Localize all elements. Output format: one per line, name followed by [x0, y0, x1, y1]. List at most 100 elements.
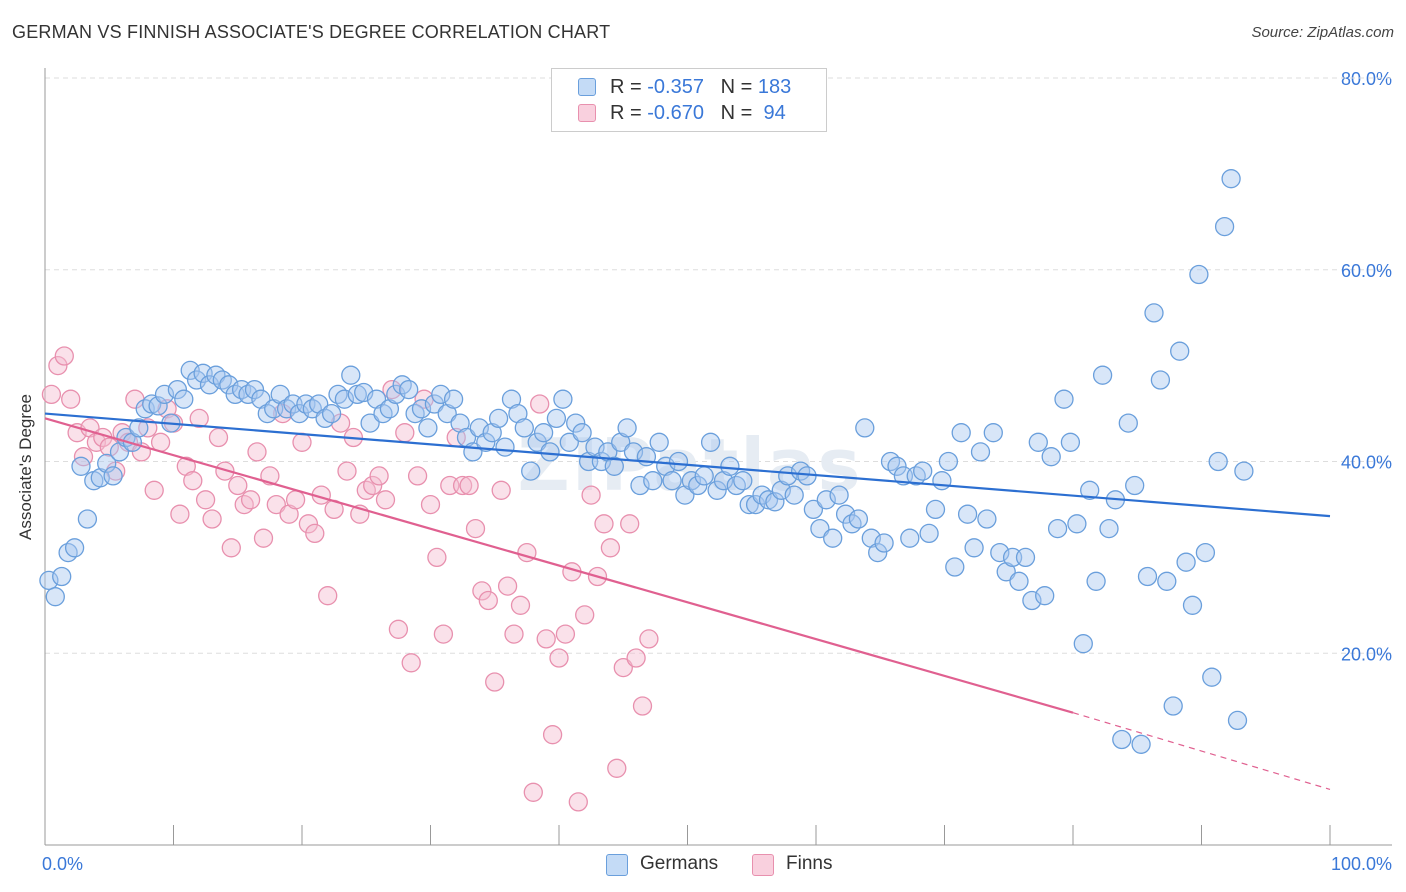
german-point [533, 423, 554, 443]
finn-point [530, 394, 550, 414]
german-point [1099, 518, 1119, 539]
german-point [1015, 547, 1036, 568]
german-point [823, 528, 843, 548]
german-point [1234, 461, 1254, 481]
german-point [810, 518, 830, 539]
german-point [1060, 432, 1081, 452]
german-point [399, 379, 419, 400]
finn-point [189, 408, 209, 429]
german-point [1092, 365, 1113, 385]
german-point [688, 475, 708, 496]
german-point [52, 566, 72, 587]
finn-point [581, 485, 601, 505]
finn-point [497, 576, 518, 596]
german-point [1189, 264, 1209, 285]
finn-point [285, 490, 306, 510]
legend-n-value-finns: 94 [757, 102, 786, 124]
finn-point [221, 538, 241, 558]
german-point [700, 432, 721, 452]
german-point [1176, 552, 1196, 572]
finn-point [170, 504, 190, 524]
german-point [129, 418, 149, 438]
finn-point [395, 423, 415, 443]
german-point [244, 379, 265, 400]
german-point [1086, 571, 1106, 591]
finn-trend-line [44, 417, 1074, 714]
finn-point [305, 523, 325, 544]
german-point [1047, 518, 1068, 539]
german-point [360, 413, 380, 433]
german-point [919, 523, 939, 544]
finn-point [401, 653, 421, 673]
german-point [938, 451, 959, 472]
german-point [925, 499, 946, 520]
legend-r-value-finns: -0.670 [647, 102, 704, 124]
finn-point [427, 547, 447, 568]
german-point [1125, 475, 1145, 496]
german-point [521, 461, 541, 481]
finn-point [523, 782, 543, 802]
finn-point [407, 466, 428, 486]
german-point [566, 413, 586, 433]
german-point [649, 432, 669, 452]
german-point [868, 542, 888, 563]
finn-point [208, 427, 229, 448]
german-point [71, 456, 91, 476]
german-point [219, 375, 239, 395]
finn-point [266, 494, 286, 515]
german-point [913, 461, 933, 481]
german-point [983, 423, 1003, 443]
finn-point [388, 619, 409, 639]
finn-point [459, 475, 479, 496]
x-tick-label-start: 0.0% [42, 854, 83, 874]
finn-point [491, 480, 511, 500]
x-tick-label-end: 100.0% [1331, 854, 1392, 874]
german-point [424, 394, 445, 414]
german-point [765, 492, 785, 512]
german-point [527, 432, 547, 452]
legend-row-finns: R = -0.670 N = 94 [552, 101, 826, 127]
german-point [495, 437, 515, 457]
finn-point [247, 442, 267, 462]
german-point [707, 480, 727, 500]
finn-point [478, 590, 498, 611]
german-point [964, 538, 984, 558]
finn-point [195, 490, 216, 510]
german-point [662, 471, 682, 491]
german-point [829, 485, 849, 505]
legend-n-label-finns: N = [720, 102, 758, 124]
bottom-legend-label-germans: Germans [640, 853, 719, 874]
german-point [604, 456, 624, 476]
german-point [630, 475, 650, 496]
german-point [1067, 514, 1087, 534]
german-point [64, 538, 85, 558]
finn-point [292, 432, 312, 452]
german-point [1170, 341, 1190, 361]
finn-point [549, 648, 569, 668]
german-point [1150, 370, 1171, 390]
legend-text-germans: R = -0.357 N = 183 [610, 76, 791, 99]
german-point [957, 504, 978, 524]
finn-point [144, 480, 164, 500]
finn-point [183, 471, 203, 491]
german-point [418, 418, 438, 438]
german-point [803, 499, 824, 520]
finn-point [228, 475, 248, 496]
german-point [1035, 586, 1055, 606]
finn-point [465, 518, 486, 539]
german-point [720, 456, 740, 476]
german-point [199, 375, 220, 395]
finn-point [555, 624, 576, 644]
german-point [1118, 413, 1138, 433]
finn-point [48, 355, 68, 376]
german-point [45, 587, 65, 607]
finn-point [420, 494, 441, 515]
legend-r-label-germans: R = [610, 76, 648, 98]
german-point [643, 471, 663, 491]
german-point [488, 408, 509, 429]
finn-point [61, 389, 81, 409]
finn-point [620, 514, 640, 534]
german-point [1208, 451, 1228, 472]
german-point [970, 442, 991, 462]
